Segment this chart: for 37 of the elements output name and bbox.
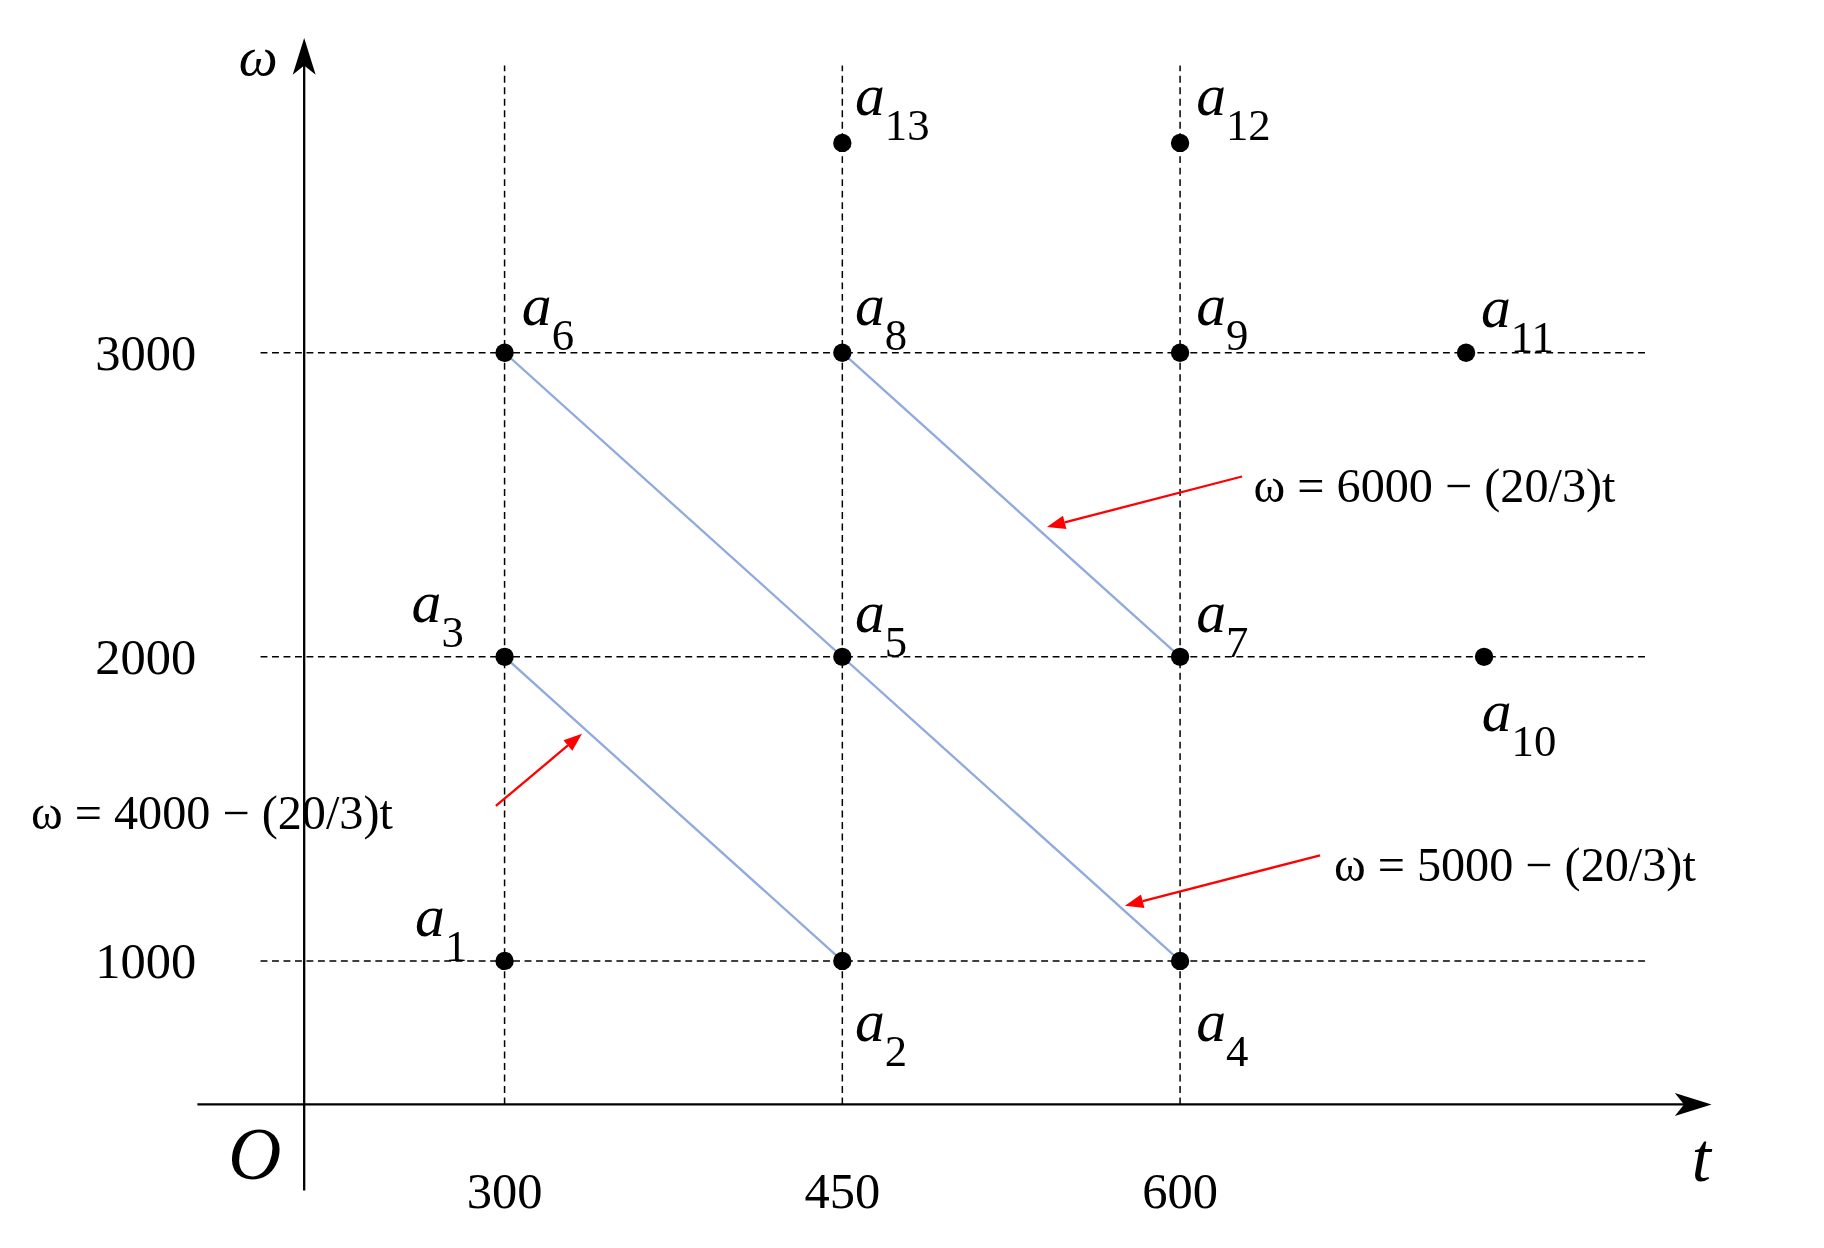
annotation: a$_{7}$ xyxy=(1196,578,1249,667)
annotation: a$_{1}$ xyxy=(415,882,468,971)
annotation: a$_{11}$ xyxy=(1480,274,1554,363)
point xyxy=(1170,133,1190,153)
point xyxy=(495,951,514,971)
y-tick-label: 2000 xyxy=(95,629,197,686)
annotation: a$_{3}$ xyxy=(411,569,464,658)
point xyxy=(1456,343,1476,362)
annotation: ω = 5000 − (20/3)t xyxy=(1333,837,1697,892)
point xyxy=(833,951,852,971)
y-axis-title: ω xyxy=(238,25,278,87)
annotation: a$_{8}$ xyxy=(854,272,908,361)
annotation: ω = 6000 − (20/3)t xyxy=(1253,458,1617,513)
annotation: a$_{6}$ xyxy=(521,272,575,361)
annotation: a$_{4}$ xyxy=(1196,988,1249,1077)
point xyxy=(1170,343,1190,362)
annotation: a$_{12}$ xyxy=(1196,62,1271,151)
point xyxy=(833,343,852,362)
point xyxy=(495,647,514,666)
annotation: a$_{5}$ xyxy=(854,578,908,667)
y-tick-label: 1000 xyxy=(95,933,197,990)
y-tick-label: 3000 xyxy=(95,324,197,381)
x-axis-title: t xyxy=(1691,1120,1713,1197)
point xyxy=(1170,647,1190,666)
point xyxy=(495,343,514,362)
x-tick-label: 300 xyxy=(466,1162,543,1219)
annotation: a$_{10}$ xyxy=(1481,678,1557,767)
point xyxy=(1474,647,1494,666)
annotation: a$_{9}$ xyxy=(1196,272,1249,361)
x-tick-label: 600 xyxy=(1142,1162,1218,1219)
annotation: a$_{2}$ xyxy=(854,988,908,1077)
point xyxy=(833,133,852,153)
point xyxy=(833,647,852,666)
text: O xyxy=(228,1114,282,1196)
annotation: a$_{13}$ xyxy=(854,62,930,151)
point xyxy=(1170,951,1190,971)
x-tick-label: 450 xyxy=(804,1162,881,1219)
